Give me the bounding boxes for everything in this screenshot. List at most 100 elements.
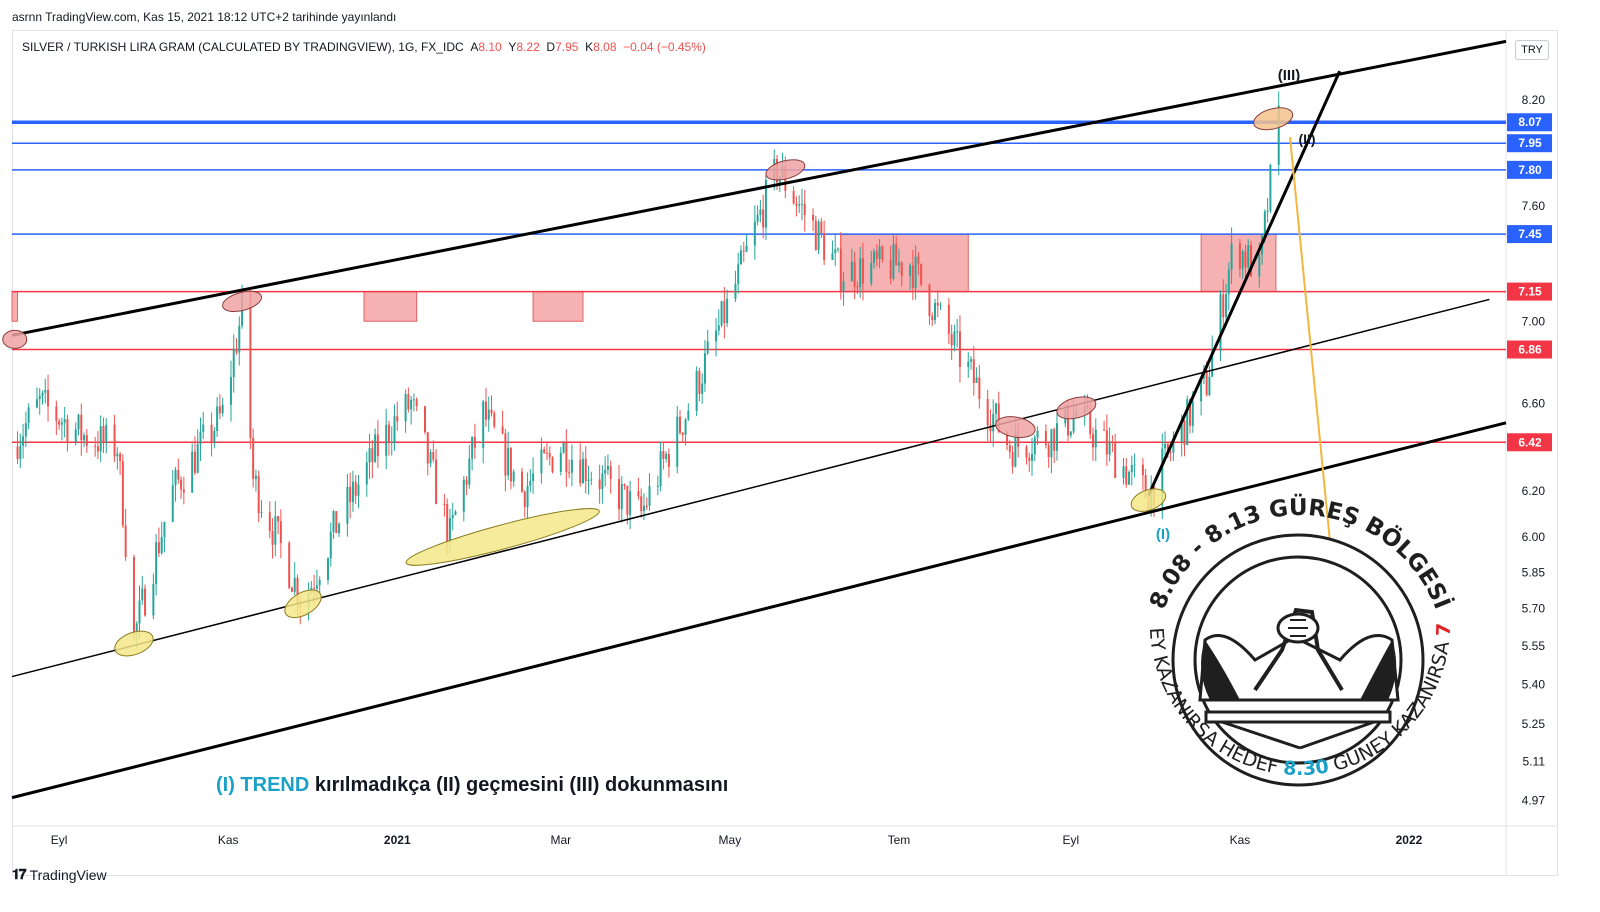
candle-body <box>1208 376 1211 395</box>
candle-body <box>548 452 551 458</box>
candle-body <box>482 401 485 448</box>
candle-body <box>277 516 280 522</box>
candle-body <box>60 422 63 425</box>
candle-body <box>753 221 756 246</box>
candle-body <box>820 221 823 234</box>
candle-body <box>490 409 493 414</box>
candle-body <box>235 348 238 353</box>
candle-body <box>351 481 354 503</box>
candle-body <box>1053 429 1056 451</box>
candle-body <box>950 334 953 346</box>
legend-open: 8.10 <box>478 40 502 54</box>
badge-north-text: KUZEY KAZANIRSA HEDEF <box>0 0 1285 779</box>
candle-body <box>698 370 701 394</box>
price-badge-bg <box>1507 282 1552 301</box>
candle-body <box>1050 429 1053 458</box>
candle-body <box>371 448 374 462</box>
candle-body <box>881 246 884 260</box>
candle-body <box>909 265 912 276</box>
candle-body <box>756 215 759 222</box>
candle-body <box>1092 434 1095 448</box>
candle-body <box>665 453 668 459</box>
candle-body <box>121 461 124 526</box>
candle-body <box>598 479 601 490</box>
candle-body <box>523 491 526 508</box>
candle-body <box>856 286 859 288</box>
touch-ellipse <box>1056 396 1097 420</box>
candle-body <box>63 419 66 423</box>
candle-body <box>55 406 58 421</box>
x-tick-label: 2021 <box>384 833 411 847</box>
candle-body <box>762 209 765 228</box>
candle-body <box>354 481 357 496</box>
candle-body <box>1128 471 1131 485</box>
candle-body <box>174 469 177 486</box>
channel-middle-line <box>11 298 1490 678</box>
x-tick-label: May <box>719 833 742 847</box>
candle-body <box>1277 105 1280 165</box>
legend-high-label: Y <box>508 40 517 54</box>
candle-body <box>1258 254 1261 277</box>
candle-body <box>1114 443 1117 478</box>
candle-body <box>249 292 252 438</box>
candle-body <box>338 523 341 534</box>
price-badge-label: 7.45 <box>1518 227 1542 241</box>
supply-zone <box>363 291 418 322</box>
candle-body <box>1247 245 1250 268</box>
candle-body <box>1241 251 1244 269</box>
candle-body <box>795 203 798 206</box>
footer-brand[interactable]: 𝟏𝟕 TradingView <box>12 866 107 883</box>
candle-body <box>22 436 25 446</box>
price-axis[interactable]: 8.20 7.60 7.00 6.60 6.20 6.00 5.85 5.70 5.55 5.40… <box>1522 93 1546 808</box>
candle-body <box>396 416 399 422</box>
candle-body <box>667 453 670 467</box>
candle-body <box>1122 466 1125 478</box>
candle-body <box>703 353 706 384</box>
candle-body <box>642 505 645 512</box>
candle-body <box>842 281 845 292</box>
candle-body <box>939 304 942 306</box>
wave-label-i: (I) <box>1156 526 1170 543</box>
candle-body <box>404 394 407 422</box>
candle-body <box>221 404 224 414</box>
candle-body <box>407 394 410 410</box>
candle-body <box>834 249 837 254</box>
candle-body <box>759 209 762 216</box>
currency-button[interactable]: TRY <box>1515 40 1549 60</box>
candle-body <box>1105 430 1108 455</box>
candle-body <box>873 251 876 263</box>
candle-body <box>1183 420 1186 446</box>
candle-body <box>986 399 989 426</box>
candle-body <box>853 261 856 287</box>
candle-body <box>152 583 155 616</box>
candle-body <box>997 403 1000 432</box>
candle-body <box>1055 423 1058 451</box>
candle-body <box>144 588 147 616</box>
candle-body <box>271 531 274 545</box>
touch-ellipse <box>1253 107 1294 131</box>
candle-body <box>1189 399 1192 426</box>
y-tick-label: 5.70 <box>1522 602 1546 616</box>
touch-ellipse <box>995 416 1036 439</box>
candle-body <box>471 437 474 459</box>
candle-body <box>493 413 496 427</box>
candle-body <box>19 445 22 460</box>
candle-body <box>410 399 413 410</box>
candle-body <box>1172 442 1175 453</box>
x-tick-label: Mar <box>550 833 571 847</box>
candle-body <box>895 244 898 266</box>
candle-body <box>390 441 393 443</box>
candle-body <box>737 264 740 284</box>
candle-body <box>80 414 83 441</box>
candle-body <box>47 389 50 407</box>
candle-body <box>1111 441 1114 444</box>
horizontal-levels <box>12 120 1506 444</box>
candle-body <box>1130 465 1133 472</box>
tradingview-logo-icon: 𝟏𝟕 <box>12 866 27 882</box>
touch-ellipse <box>765 159 806 181</box>
candle-body <box>989 425 992 432</box>
candle-body <box>35 399 38 408</box>
candle-body <box>900 262 903 276</box>
candle-body <box>972 359 975 383</box>
